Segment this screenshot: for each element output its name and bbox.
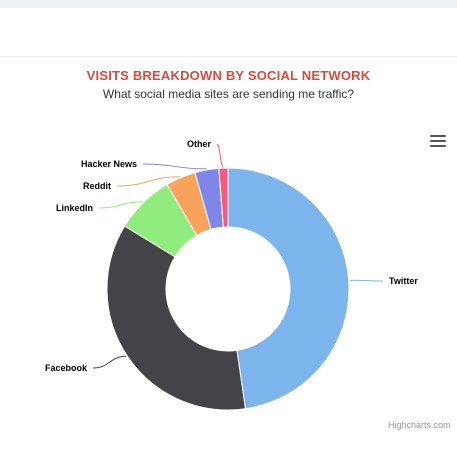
connector-other	[216, 143, 224, 168]
slice-facebook[interactable]	[106, 225, 246, 411]
slice-other[interactable]	[218, 167, 229, 228]
connector-twitter	[349, 279, 384, 282]
data-label-other: Other	[187, 139, 212, 149]
connector-hacker-news	[142, 163, 207, 170]
connector-reddit	[116, 176, 181, 187]
data-label-reddit: Reddit	[83, 181, 111, 191]
hamburger-menu-icon[interactable]	[430, 135, 446, 149]
top-band	[0, 0, 457, 8]
data-label-linkedin: LinkedIn	[56, 203, 93, 213]
chart-subtitle: What social media sites are sending me t…	[102, 87, 355, 101]
data-label-hacker-news: Hacker News	[81, 159, 137, 169]
slice-twitter[interactable]	[227, 167, 350, 410]
chart-title: VISITS BREAKDOWN BY SOCIAL NETWORK	[86, 68, 371, 83]
header-divider	[0, 56, 457, 57]
connector-linkedin	[98, 201, 143, 209]
credits-link[interactable]: Highcharts.com	[388, 420, 451, 430]
data-label-facebook: Facebook	[45, 363, 88, 373]
connector-facebook	[92, 355, 127, 369]
data-label-twitter: Twitter	[389, 276, 418, 286]
